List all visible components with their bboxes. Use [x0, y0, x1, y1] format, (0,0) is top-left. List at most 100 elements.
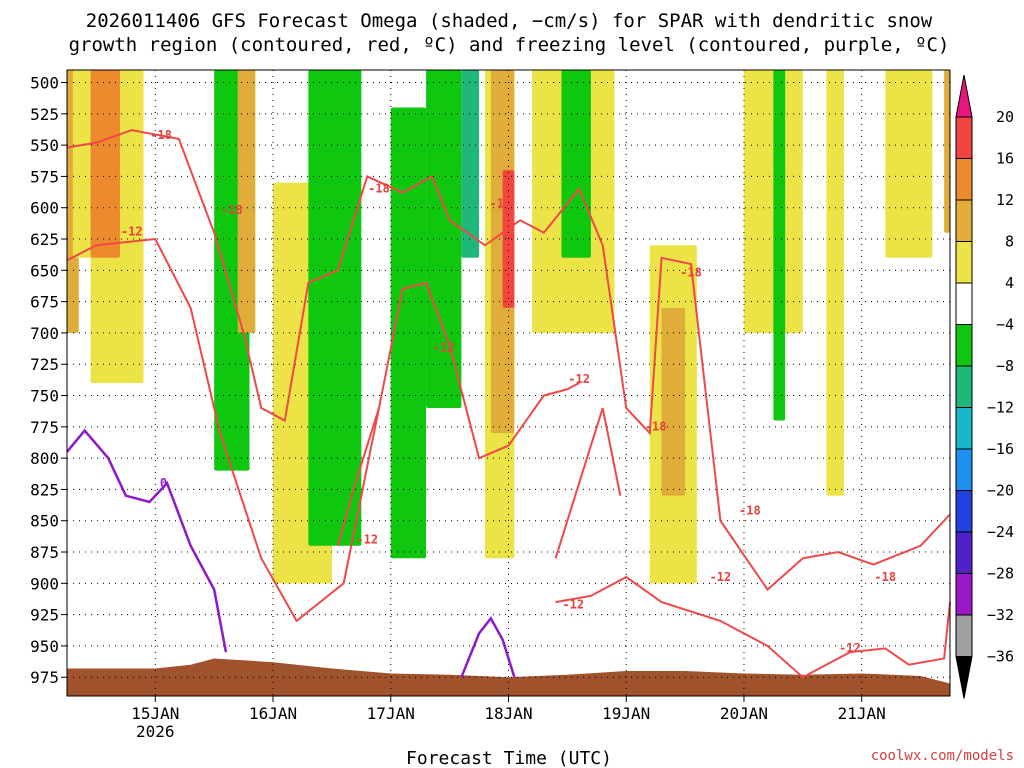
x-tick-label-16JAN: 16JAN	[249, 704, 297, 723]
colorbar-bin-7	[955, 365, 973, 408]
terrain-layer	[67, 658, 950, 696]
omega-patch-9	[426, 70, 462, 409]
colorbar-bin-8	[955, 407, 973, 450]
freezing-contour-freezing-middle	[460, 616, 516, 678]
omega-patch-23	[944, 70, 950, 233]
omega-patch-15	[561, 70, 591, 258]
dgz-label-11: -18	[874, 570, 896, 584]
colorbar-bin-5	[955, 282, 973, 325]
colorbar-bin-4	[955, 241, 973, 284]
y-tick-label-675: 675	[30, 293, 59, 312]
colorbar-bin-11	[955, 531, 973, 574]
colorbar-level-9: −20	[987, 482, 1014, 500]
y-tick-label-950: 950	[30, 637, 59, 656]
x-tick-label-21JAN: 21JAN	[838, 704, 886, 723]
colorbar-bin-12	[955, 573, 973, 616]
credit-text: coolwx.com/models	[871, 748, 1014, 764]
x-tick-label-20JAN: 20JAN	[720, 704, 768, 723]
colorbar-arrow-top	[955, 74, 973, 118]
colorbar-level-6: −8	[996, 357, 1014, 375]
freezing-label-0: 0	[160, 476, 167, 490]
omega-patch-7	[308, 70, 362, 546]
colorbar-bin-10	[955, 490, 973, 533]
omega-patch-13	[502, 170, 515, 308]
colorbar-bin-9	[955, 448, 973, 491]
contour-labels: -18 -18 -12 -18 -1 -12 -18 -12 -18 -18 -12 -18 -12 -1…	[121, 128, 896, 655]
y-tick-label-700: 700	[30, 324, 59, 343]
dgz-label-0: -18	[150, 128, 172, 142]
omega-shading	[67, 70, 950, 584]
colorbar-level-11: −28	[987, 565, 1014, 583]
y-tick-label-600: 600	[30, 199, 59, 218]
y-tick-label-975: 975	[30, 668, 59, 687]
colorbar-bin-1	[955, 116, 973, 159]
colorbar-level-8: −16	[987, 440, 1014, 458]
colorbar-level-7: −12	[987, 399, 1014, 417]
omega-patch-5	[237, 70, 256, 333]
x-tick-label-18JAN: 18JAN	[484, 704, 532, 723]
dgz-label-5: -12	[433, 341, 455, 355]
colorbar-level-13: −36	[987, 648, 1014, 666]
omega-patch-22	[902, 70, 921, 221]
x-axis-title: Forecast Time (UTC)	[406, 748, 612, 768]
freezing-contour-freezing-left	[66, 428, 228, 653]
y-axis: 500 525 550 575 600 625 650 675 700 725 750 775 800 8…	[30, 74, 67, 687]
dgz-label-1: -18	[221, 203, 243, 217]
y-tick-label-825: 825	[30, 480, 59, 499]
y-tick-label-850: 850	[30, 512, 59, 531]
colorbar-level-1: 16	[996, 150, 1014, 168]
omega-patch-17	[661, 307, 686, 496]
dgz-label-8: -18	[645, 420, 667, 434]
dgz-contour-minus-18-b	[554, 407, 622, 559]
dgz-label-2: -12	[121, 224, 143, 238]
grid-lines	[67, 70, 950, 696]
x-tick-label-17JAN: 17JAN	[367, 704, 415, 723]
dgz-label-6: -18	[680, 266, 702, 280]
y-tick-label-750: 750	[30, 387, 59, 406]
y-tick-label-775: 775	[30, 418, 59, 437]
colorbar-bin-3	[955, 199, 973, 242]
colorbar-level-10: −24	[987, 523, 1014, 541]
colorbar-level-3: 8	[1005, 233, 1014, 251]
dgz-contour-minus-12-c	[336, 407, 380, 547]
y-tick-label-525: 525	[30, 105, 59, 124]
omega-patch-3	[90, 70, 120, 258]
dgz-label-14: -12	[356, 532, 378, 546]
y-tick-label-800: 800	[30, 449, 59, 468]
title-line-2: growth region (contoured, red, ºC) and f…	[69, 34, 950, 56]
colorbar-bin-2	[955, 158, 973, 201]
omega-patch-19	[773, 70, 786, 421]
colorbar-level-4: 4	[1005, 274, 1014, 292]
dgz-label-7: -12	[568, 372, 590, 386]
colorbar-bin-6	[955, 324, 973, 367]
dgz-contour-minus-12-b	[555, 575, 951, 679]
dendritic-growth-contours	[66, 129, 951, 679]
title-line-1: 2026011406 GFS Forecast Omega (shaded, −…	[86, 10, 933, 32]
omega-patch-20	[826, 70, 845, 496]
chart-title: 2026011406 GFS Forecast Omega (shaded, −…	[69, 10, 950, 56]
colorbar: 20 16 12 8 4 −4 −8 −12 −16 −20 −24 −28 −32 −36	[955, 74, 1014, 699]
freezing-level-contours	[66, 428, 516, 678]
omega-patch-10	[461, 70, 480, 258]
y-tick-label-575: 575	[30, 167, 59, 186]
y-tick-label-900: 900	[30, 574, 59, 593]
y-tick-label-650: 650	[30, 261, 59, 280]
x-tick-label-19JAN: 19JAN	[602, 704, 650, 723]
dgz-label-3: -18	[368, 182, 390, 196]
plot-area: -18 -18 -12 -18 -1 -12 -18 -12 -18 -18 -12 -18 -12 -1…	[66, 69, 951, 697]
colorbar-level-2: 12	[996, 191, 1014, 209]
x-tick-label-15JAN: 15JAN	[131, 704, 179, 723]
omega-patch-8	[390, 107, 427, 559]
colorbar-level-0: 20	[996, 108, 1014, 126]
y-tick-label-725: 725	[30, 355, 59, 374]
colorbar-arrow-bottom	[955, 656, 973, 699]
colorbar-bin-13	[955, 614, 973, 657]
terrain-surface	[67, 658, 950, 696]
dgz-contour-minus-18-a	[66, 129, 951, 592]
dgz-label-4: -1	[490, 197, 504, 211]
colorbar-level-12: −32	[987, 606, 1014, 624]
dgz-label-12: -12	[562, 597, 584, 611]
y-tick-label-625: 625	[30, 230, 59, 249]
